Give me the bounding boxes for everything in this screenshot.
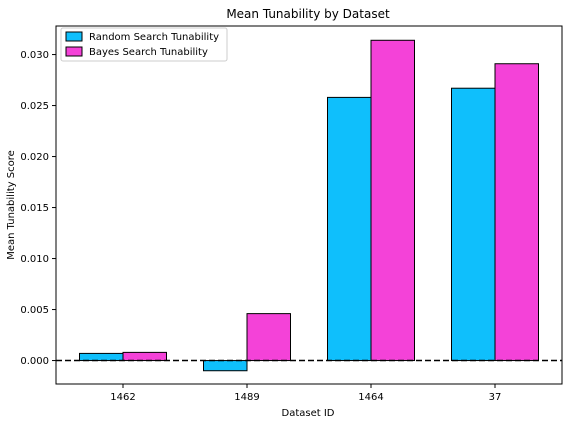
legend-swatch-random-search (65, 31, 83, 42)
y-tick-label: 0.015 (20, 203, 49, 214)
y-axis: 0.000 0.005 0.010 0.015 0.020 0.025 0.030 (20, 50, 56, 367)
legend-label-bayes-search: Bayes Search Tunability (89, 47, 208, 58)
legend-box (60, 27, 228, 62)
bar-random-search-1489 (203, 360, 248, 372)
chart-title: Mean Tunability by Dataset (226, 7, 390, 21)
bar-bayes-search-1464 (370, 39, 415, 362)
bar-random-search-37 (451, 87, 496, 362)
legend-label-random-search: Random Search Tunability (89, 32, 219, 43)
x-tick-label: 1489 (234, 392, 259, 403)
y-tick-label: 0.005 (20, 305, 49, 316)
y-tick-label: 0.020 (20, 152, 49, 163)
x-tick-label: 37 (489, 392, 502, 403)
y-tick-label: 0.030 (20, 50, 49, 61)
plot-area (55, 25, 563, 385)
x-axis-label: Dataset ID (282, 408, 335, 419)
bars-group (79, 39, 539, 372)
bar-bayes-search-1489 (246, 313, 291, 362)
x-tick-label: 1462 (110, 392, 135, 403)
x-axis: 1462 1489 1464 37 (110, 384, 501, 403)
bar-bayes-search-1462 (122, 351, 167, 362)
bar-random-search-1464 (327, 96, 372, 362)
legend: Random Search Tunability Bayes Search Tu… (60, 27, 228, 62)
y-tick-label: 0.010 (20, 254, 49, 265)
y-tick-label: 0.000 (20, 356, 49, 367)
x-tick-label: 1464 (358, 392, 383, 403)
bar-bayes-search-37 (494, 63, 539, 362)
bar-random-search-1462 (79, 352, 124, 362)
y-tick-label: 0.025 (20, 101, 49, 112)
legend-swatch-bayes-search (65, 46, 83, 57)
y-axis-label: Mean Tunability Score (6, 150, 17, 260)
